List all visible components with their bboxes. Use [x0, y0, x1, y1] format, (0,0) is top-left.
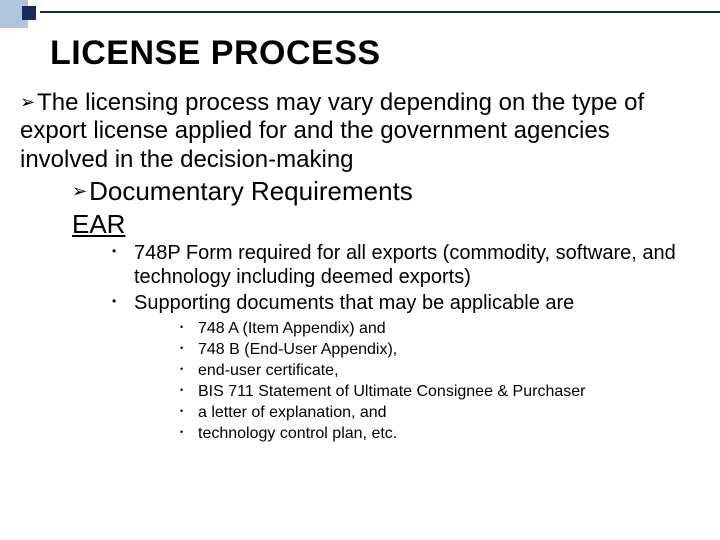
deco-line [40, 11, 720, 13]
bullet-level-4-group: 748 A (Item Appendix) and 748 B (End-Use… [50, 319, 690, 444]
bullet-level-4: 748 A (Item Appendix) and [180, 319, 690, 339]
slide-content: LICENSE PROCESS ➢The licensing process m… [50, 34, 690, 444]
header-decoration [0, 0, 720, 10]
l2-text: Documentary Requirements [89, 176, 413, 206]
bullet-level-1: ➢The licensing process may vary dependin… [20, 89, 690, 174]
l1-text: The licensing process may vary depending… [20, 89, 644, 173]
bullet-level-2: ➢Documentary Requirements [72, 176, 690, 207]
arrow-icon: ➢ [72, 181, 87, 202]
bullet-level-4: technology control plan, etc. [180, 424, 690, 444]
section-heading-ear: EAR [72, 209, 690, 240]
bullet-level-4: end-user certificate, [180, 361, 690, 381]
bullet-level-4: BIS 711 Statement of Ultimate Consignee … [180, 382, 690, 402]
deco-square-dark [22, 6, 36, 20]
bullet-level-4: a letter of explanation, and [180, 403, 690, 423]
slide-title: LICENSE PROCESS [50, 34, 690, 73]
arrow-icon: ➢ [20, 92, 35, 113]
bullet-level-4: 748 B (End-User Appendix), [180, 340, 690, 360]
bullet-level-3: Supporting documents that may be applica… [112, 291, 690, 315]
bullet-level-3: 748P Form required for all exports (comm… [112, 241, 690, 289]
